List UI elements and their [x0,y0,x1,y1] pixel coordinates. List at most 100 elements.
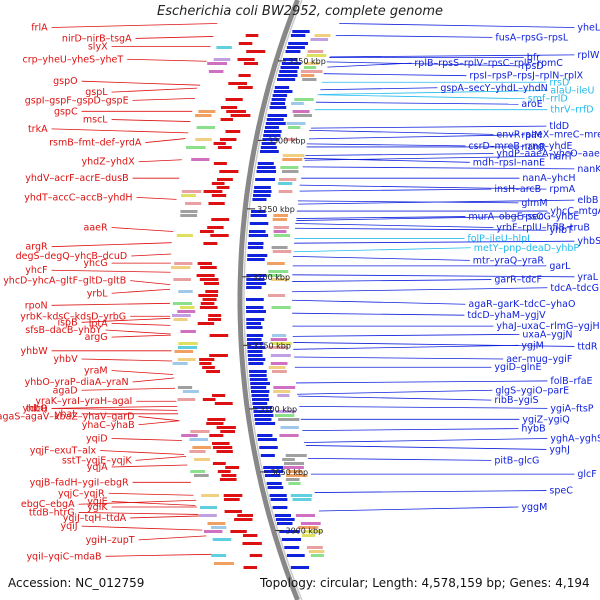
gene-label-forward: lptA [89,318,108,329]
reverse-feature [247,246,264,249]
gene-leader-reverse [306,143,466,147]
cog-feature [272,334,287,337]
gene-leader-reverse [292,312,465,316]
gene-label-forward: yhdV–acrF–acrE–dusB [25,173,128,184]
reverse-feature [246,310,267,313]
gene-label-reverse: glmM [521,198,547,209]
gene-label-reverse: rpmA [549,184,575,195]
reverse-feature [251,210,266,213]
reverse-feature [251,390,270,393]
gene-leader-forward [81,387,176,391]
cog-feature [283,466,304,469]
forward-feature [211,218,230,221]
gene-leader-reverse [302,428,519,432]
reverse-feature [247,258,265,261]
forward-feature [205,290,219,293]
gene-leader-forward [111,87,198,93]
reverse-feature [248,358,266,361]
reverse-feature [252,402,268,405]
gene-label-reverse: agaR–garK–tdcC–yhaO [468,299,575,310]
gene-label-reverse: mtr–yraQ–yraR [473,255,545,266]
gene-leader-reverse [292,333,520,337]
gene-leader-forward [100,450,185,455]
forward-feature [217,146,232,149]
gene-label-reverse: gspA–secY–yhdL–yhdN [440,83,547,94]
gene-label-reverse: murA–obgE–secG–yhbE [468,212,579,223]
reverse-feature [279,530,300,533]
gene-leader-reverse [335,34,493,38]
forward-feature [199,362,212,365]
forward-feature [220,430,236,433]
forward-feature [213,142,226,145]
gene-label-forward: ygiH–zupT [86,535,135,546]
cog-feature [207,522,226,525]
forward-feature [228,82,248,85]
cog-feature [285,478,300,481]
gene-leader-reverse [292,299,466,305]
forward-feature [216,426,236,429]
gene-leader-forward [51,23,218,28]
kbp-tick-label: 3300 kbp [268,136,306,145]
gene-label-forward: gspO [53,76,78,87]
cog-feature [303,530,323,533]
gene-label-reverse: yrbF–rplU–hflB–truB [496,223,590,234]
gene-label-reverse: yhbT [549,225,573,236]
gene-label-forward: yqjA [87,462,108,473]
gene-label-forward: yqjE [87,497,107,508]
gene-leader-forward [105,329,171,335]
cog-feature [310,554,324,557]
cog-feature [300,522,321,525]
gene-leader-reverse [302,166,575,170]
cog-feature [272,250,292,253]
gene-label-forward: crp–yheU–yheS–yheT [23,54,124,65]
gene-leader-reverse [305,445,547,450]
gene-leader-forward [111,227,174,232]
reverse-feature [274,514,292,517]
cog-feature [211,554,227,557]
reverse-feature [285,50,301,53]
gene-label-forward: sfsB–dacB–yhbY [25,325,102,336]
gene-leader-forward [111,370,174,375]
gene-leader-forward [135,36,214,39]
gene-label-reverse: fusA–rpsG–rpsL [495,32,568,43]
forward-feature [237,86,253,89]
gene-leader-reverse [294,356,504,360]
gene-label-reverse: garL [549,261,571,272]
reverse-feature [248,242,264,245]
reverse-feature [249,374,267,377]
forward-feature [212,442,230,445]
gene-label-reverse: smf–rrlD [528,94,568,105]
gene-label-forward: yqiI–yqiC–mdaB [26,551,101,562]
reverse-feature [257,166,276,169]
gene-label-forward: mscL [83,115,108,126]
cog-feature [177,398,196,401]
reverse-feature [264,126,280,129]
gene-leader-reverse [292,279,492,282]
reverse-feature [246,338,262,341]
gene-label-reverse: yghA–yghS [550,433,600,444]
cog-feature [302,78,317,81]
cog-feature [196,126,216,129]
gene-leader-reverse [299,184,547,190]
gene-leader-forward [138,535,207,541]
kbp-tick-label: 3050 kbp [270,468,308,477]
gene-leader-forward [145,138,186,143]
gene-label-reverse: yggM [521,502,547,513]
gene-leader-forward [136,196,177,200]
gene-leader-reverse [303,157,470,163]
reverse-feature [288,42,309,45]
forward-feature [206,370,221,373]
cog-feature [174,262,193,265]
kbp-tick-label: 3000 kbp [286,527,324,536]
forward-feature [217,470,231,473]
cog-feature [189,450,206,453]
gene-leader-forward [81,317,171,323]
gene-leader-reverse [299,405,548,409]
gene-label-reverse: rpsI–rpsP–rpsJ–rplN–rplX [469,71,583,82]
cog-feature [282,154,305,157]
forward-feature [210,234,229,237]
gene-leader-reverse [314,490,547,493]
forward-feature [245,34,259,37]
reverse-feature [246,274,266,277]
gene-leader-reverse [293,342,575,347]
